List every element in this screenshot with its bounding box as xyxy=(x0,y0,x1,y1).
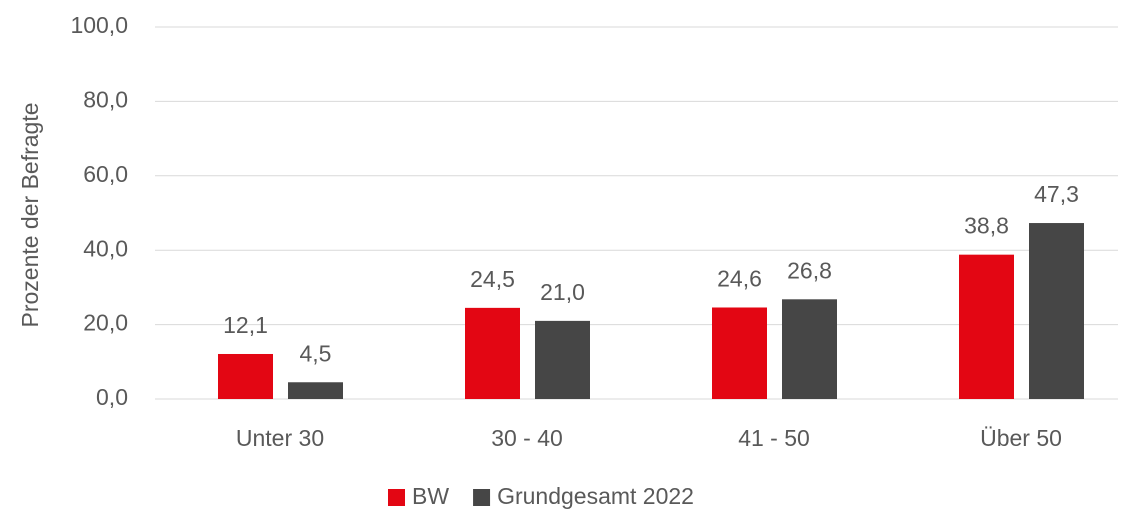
y-axis-label: Prozente der Befragte xyxy=(17,102,43,327)
bar xyxy=(959,254,1014,399)
bar xyxy=(782,299,837,399)
y-tick-label: 60,0 xyxy=(83,161,128,187)
x-tick-label: 30 - 40 xyxy=(491,425,563,451)
bar xyxy=(288,382,343,399)
bar xyxy=(1029,223,1084,399)
data-label: 26,8 xyxy=(787,257,832,283)
legend-swatch xyxy=(473,489,491,506)
y-tick-label: 80,0 xyxy=(83,86,128,112)
bar xyxy=(465,307,520,399)
legend-label: Grundgesamt 2022 xyxy=(497,483,694,509)
x-tick-label: Über 50 xyxy=(980,425,1062,451)
data-label: 12,1 xyxy=(223,312,268,338)
data-label: 24,6 xyxy=(717,266,762,292)
y-tick-label: 100,0 xyxy=(70,12,128,38)
y-tick-label: 0,0 xyxy=(96,384,128,410)
data-label: 47,3 xyxy=(1034,181,1079,207)
bar xyxy=(535,320,590,399)
data-label: 38,8 xyxy=(964,213,1009,239)
legend-label: BW xyxy=(412,483,449,509)
y-tick-label: 20,0 xyxy=(83,310,128,336)
legend-swatch xyxy=(388,489,405,506)
x-tick-label: Unter 30 xyxy=(236,425,324,451)
y-tick-label: 40,0 xyxy=(83,235,128,261)
data-label: 24,5 xyxy=(470,266,515,292)
data-label: 21,0 xyxy=(540,279,585,305)
data-label: 4,5 xyxy=(300,340,332,366)
bar xyxy=(218,353,273,399)
x-tick-label: 41 - 50 xyxy=(738,425,810,451)
bar xyxy=(712,307,767,399)
